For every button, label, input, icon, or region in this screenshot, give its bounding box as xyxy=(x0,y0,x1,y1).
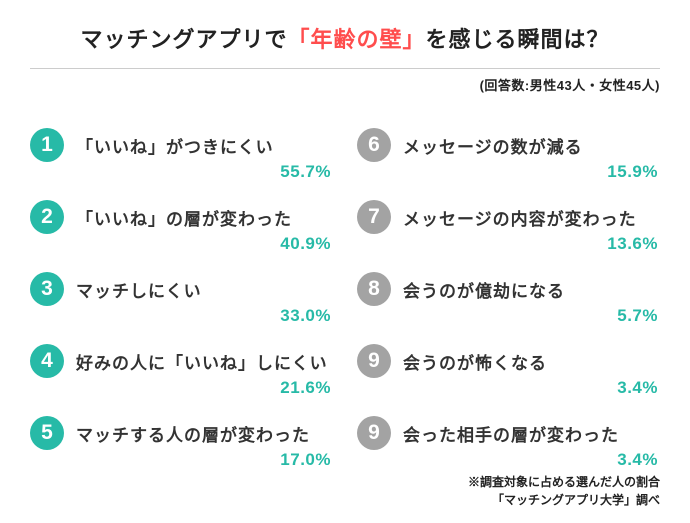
rank-badge: 4 xyxy=(30,344,64,378)
rank-item: 8 会うのが億劫になる 5.7% xyxy=(357,272,660,340)
rank-label: メッセージの内容が変わった xyxy=(403,205,637,230)
title-post: を感じる瞬間は？ xyxy=(426,27,610,52)
rank-badge: 1 xyxy=(30,128,64,162)
footnote-line1: ※調査対象に占める選んだ人の割合 xyxy=(468,473,660,491)
rank-badge: 5 xyxy=(30,416,64,450)
rank-label: 会った相手の層が変わった xyxy=(403,421,619,446)
rank-item: 4 好みの人に「いいね」しにくい 21.6% xyxy=(30,344,333,412)
rank-label: 会うのが億劫になる xyxy=(403,277,565,302)
rank-item: 1 「いいね」がつきにくい 55.7% xyxy=(30,128,333,196)
rank-item: 2 「いいね」の層が変わった 40.9% xyxy=(30,200,333,268)
rank-badge: 6 xyxy=(357,128,391,162)
rank-percent: 21.6% xyxy=(280,378,331,398)
rank-label: 「いいね」の層が変わった xyxy=(76,205,292,230)
rank-label: 会うのが怖くなる xyxy=(403,349,547,374)
page-title: マッチングアプリで「年齢の壁」を感じる瞬間は？ xyxy=(30,22,660,69)
left-column: 1 「いいね」がつきにくい 55.7% 2 「いいね」の層が変わった 40.9%… xyxy=(30,128,333,484)
rank-percent: 13.6% xyxy=(607,234,658,254)
rank-percent: 3.4% xyxy=(617,378,658,398)
rank-percent: 40.9% xyxy=(280,234,331,254)
rank-badge: 2 xyxy=(30,200,64,234)
rank-label: 「いいね」がつきにくい xyxy=(76,133,274,158)
rank-percent: 55.7% xyxy=(280,162,331,182)
rank-item: 6 メッセージの数が減る 15.9% xyxy=(357,128,660,196)
rank-badge: 3 xyxy=(30,272,64,306)
rank-item: 7 メッセージの内容が変わった 13.6% xyxy=(357,200,660,268)
ranking-columns: 1 「いいね」がつきにくい 55.7% 2 「いいね」の層が変わった 40.9%… xyxy=(30,128,660,484)
rank-percent: 5.7% xyxy=(617,306,658,326)
rank-percent: 3.4% xyxy=(617,450,658,470)
right-column: 6 メッセージの数が減る 15.9% 7 メッセージの内容が変わった 13.6%… xyxy=(357,128,660,484)
rank-badge: 9 xyxy=(357,416,391,450)
footnote: ※調査対象に占める選んだ人の割合 「マッチングアプリ大学」調べ xyxy=(468,473,660,509)
rank-label: マッチする人の層が変わった xyxy=(76,421,310,446)
rank-badge: 7 xyxy=(357,200,391,234)
respondent-count: (回答数:男性43人・女性45人) xyxy=(30,75,660,94)
rank-label: マッチしにくい xyxy=(76,277,202,302)
rank-item: 3 マッチしにくい 33.0% xyxy=(30,272,333,340)
title-pre: マッチングアプリで xyxy=(80,27,287,52)
rank-badge: 8 xyxy=(357,272,391,306)
rank-label: メッセージの数が減る xyxy=(403,133,583,158)
rank-percent: 33.0% xyxy=(280,306,331,326)
footnote-line2: 「マッチングアプリ大学」調べ xyxy=(468,491,660,509)
rank-badge: 9 xyxy=(357,344,391,378)
rank-label: 好みの人に「いいね」しにくい xyxy=(76,349,328,374)
rank-percent: 15.9% xyxy=(607,162,658,182)
rank-item: 5 マッチする人の層が変わった 17.0% xyxy=(30,416,333,484)
rank-item: 9 会うのが怖くなる 3.4% xyxy=(357,344,660,412)
rank-percent: 17.0% xyxy=(280,450,331,470)
title-highlight: 「年齢の壁」 xyxy=(287,27,425,52)
